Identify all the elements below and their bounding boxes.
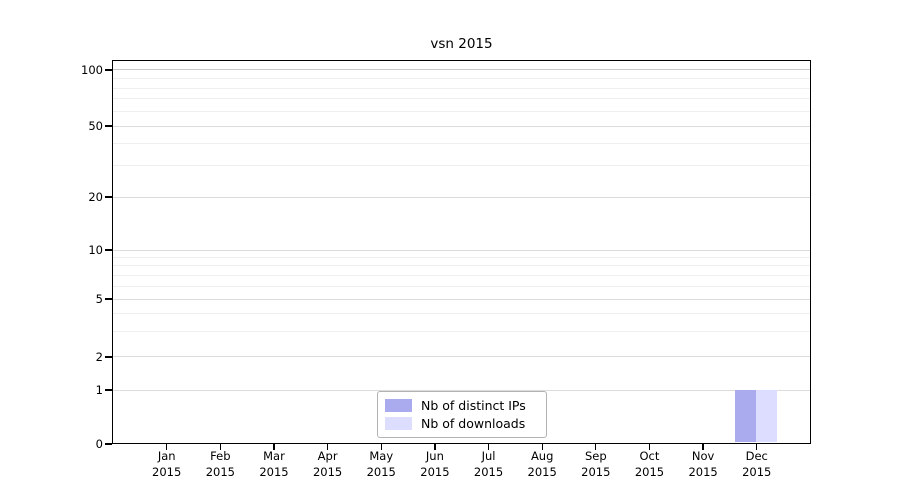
x-tick-mark bbox=[702, 444, 704, 450]
x-tick-mark bbox=[648, 444, 651, 450]
x-tick-label: Dec 2015 bbox=[742, 449, 772, 479]
bar-dec-distinct-ips bbox=[735, 389, 757, 442]
minor-gridline bbox=[113, 256, 810, 258]
bar-dec-downloads bbox=[756, 389, 778, 442]
y-tick-label: 5 bbox=[95, 292, 103, 306]
x-tick-label: Oct 2015 bbox=[634, 449, 665, 479]
x-tick-label: Apr 2015 bbox=[312, 449, 343, 479]
y-tick-mark bbox=[105, 356, 112, 358]
y-tick-label: 10 bbox=[88, 243, 103, 257]
x-tick-mark bbox=[756, 444, 758, 450]
legend-label-distinct-ips: Nb of distinct IPs bbox=[421, 398, 526, 413]
x-tick-mark bbox=[166, 444, 168, 450]
y-tick-mark bbox=[105, 69, 112, 71]
x-tick-label: Mar 2015 bbox=[259, 449, 289, 479]
y-tick-mark bbox=[105, 196, 112, 198]
major-gridline bbox=[113, 125, 810, 127]
x-tick-label: Feb 2015 bbox=[205, 449, 235, 479]
legend-item-downloads: Nb of downloads bbox=[385, 416, 539, 431]
y-tick-mark bbox=[105, 298, 112, 300]
legend: Nb of distinct IPs Nb of downloads bbox=[377, 391, 547, 438]
minor-gridline bbox=[113, 330, 810, 332]
x-tick-mark bbox=[380, 444, 382, 450]
y-tick-label: 50 bbox=[88, 119, 103, 133]
y-tick-mark bbox=[105, 249, 112, 251]
y-tick-label: 2 bbox=[95, 349, 103, 364]
plot-area bbox=[112, 60, 811, 444]
x-tick-label: Jan 2015 bbox=[152, 449, 182, 479]
x-tick-mark bbox=[595, 444, 597, 450]
minor-gridline bbox=[113, 110, 810, 112]
y-tick-label: 0 bbox=[95, 437, 103, 451]
legend-item-distinct-ips: Nb of distinct IPs bbox=[385, 398, 539, 413]
y-tick-mark bbox=[105, 443, 112, 445]
y-tick-label: 20 bbox=[88, 190, 103, 204]
minor-gridline bbox=[113, 265, 810, 267]
major-gridline bbox=[113, 389, 810, 391]
legend-swatch-distinct-ips bbox=[385, 399, 412, 412]
minor-gridline bbox=[113, 274, 810, 276]
minor-gridline bbox=[113, 285, 810, 287]
legend-swatch-downloads bbox=[385, 417, 412, 430]
minor-gridline bbox=[113, 87, 810, 89]
y-tick-label: 100 bbox=[81, 62, 103, 77]
major-gridline bbox=[113, 356, 810, 358]
chart-title: vsn 2015 bbox=[430, 36, 493, 52]
y-tick-mark bbox=[105, 125, 112, 127]
x-tick-mark bbox=[219, 444, 221, 450]
x-tick-label: Nov 2015 bbox=[688, 449, 718, 479]
x-tick-mark bbox=[273, 444, 275, 450]
major-gridline bbox=[113, 298, 810, 300]
minor-gridline bbox=[113, 312, 810, 314]
y-tick-mark bbox=[105, 389, 112, 391]
x-tick-mark bbox=[487, 444, 490, 450]
x-tick-label: Jul 2015 bbox=[473, 449, 504, 479]
major-gridline bbox=[113, 249, 810, 251]
minor-gridline bbox=[113, 78, 810, 79]
minor-gridline bbox=[113, 98, 810, 100]
x-tick-mark bbox=[326, 444, 329, 450]
x-tick-mark bbox=[434, 444, 436, 450]
x-tick-label: Sep 2015 bbox=[581, 449, 611, 479]
major-gridline bbox=[113, 196, 810, 198]
minor-gridline bbox=[113, 165, 810, 167]
x-tick-label: May 2015 bbox=[366, 449, 396, 479]
major-gridline bbox=[113, 69, 810, 71]
x-tick-label: Aug 2015 bbox=[527, 449, 557, 479]
y-tick-label: 1 bbox=[95, 383, 103, 397]
legend-label-downloads: Nb of downloads bbox=[421, 416, 526, 431]
minor-gridline bbox=[113, 142, 810, 144]
x-tick-label: Jun 2015 bbox=[420, 449, 450, 479]
x-tick-mark bbox=[541, 444, 543, 450]
